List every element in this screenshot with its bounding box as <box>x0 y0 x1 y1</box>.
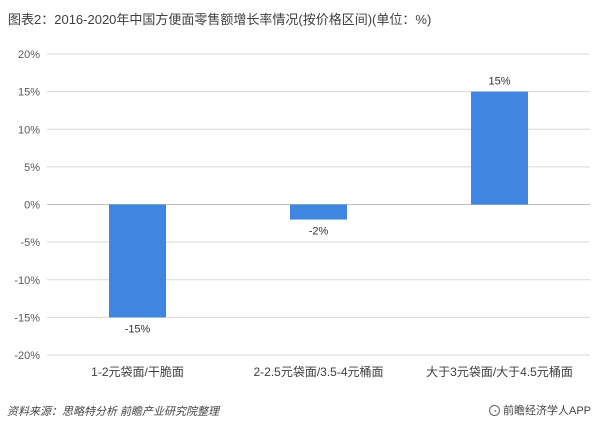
source-note: 资料来源：思略特分析 前瞻产业研究院整理 <box>7 406 220 418</box>
y-tick-label: -20% <box>14 350 40 362</box>
y-tick-label: 15% <box>18 87 40 99</box>
y-tick-label: 10% <box>18 124 40 136</box>
bar-1 <box>109 204 166 318</box>
y-tick-label: 20% <box>18 49 40 61</box>
bar-3 <box>471 91 528 205</box>
y-tick-label: -5% <box>20 237 40 249</box>
brand-label: 前瞻经济学人APP <box>502 405 591 417</box>
brand-logo-icon: ◔ <box>488 404 500 416</box>
bars <box>109 91 528 318</box>
x-axis-categories: 1-2元袋面/干脆面 2-2.5元袋面/3.5-4元桶面 大于3元袋面/大于4.5元… <box>91 364 573 379</box>
y-tick-label: 5% <box>24 162 40 174</box>
data-label-3: 15% <box>488 76 510 88</box>
x-category-label: 大于3元袋面/大于4.5元桶面 <box>426 364 573 379</box>
y-tick-label: -10% <box>14 275 40 287</box>
brand: ◔ 前瞻经济学人APP <box>488 402 591 418</box>
y-axis-ticks: 20% 15% 10% 5% 0% -5% -10% -15% -20% <box>14 49 40 362</box>
data-label-1: -15% <box>125 323 151 335</box>
x-category-label: 2-2.5元袋面/3.5-4元桶面 <box>253 364 383 379</box>
data-labels: -15% -2% 15% <box>125 76 511 336</box>
footer: 资料来源：思略特分析 前瞻产业研究院整理 ◔ 前瞻经济学人APP <box>0 395 599 427</box>
chart-title: 图表2：2016-2020年中国方便面零售额增长率情况(按价格区间)(单位：%) <box>8 12 432 27</box>
bar-2 <box>290 204 347 220</box>
y-tick-label: -15% <box>14 312 40 324</box>
bar-chart: 20%15%10%5%0%-5%-10%-15%-20% -15%-2%15% … <box>14 49 590 379</box>
y-tick-label: 0% <box>24 200 40 212</box>
data-label-2: -2% <box>309 226 329 238</box>
x-category-label: 1-2元袋面/干脆面 <box>91 364 184 379</box>
